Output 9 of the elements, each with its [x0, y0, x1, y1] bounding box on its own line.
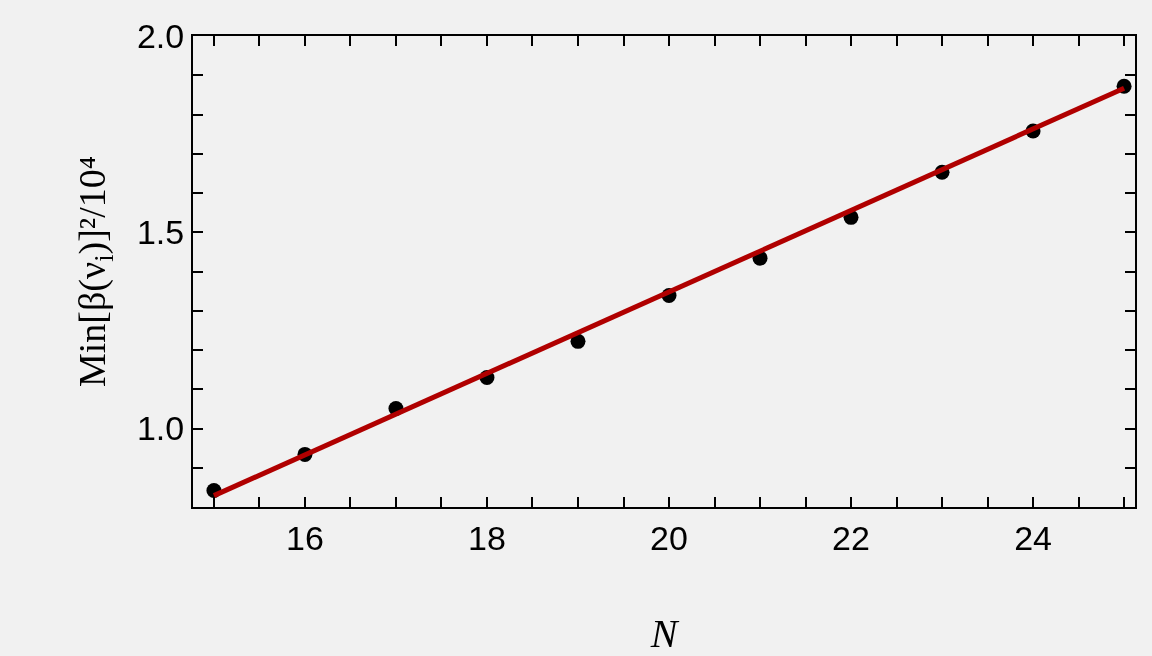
- x-tick-label: 16: [286, 518, 324, 557]
- x-axis-title: N: [649, 611, 680, 656]
- x-tick-label: 18: [468, 518, 506, 557]
- x-tick-label: 24: [1014, 518, 1052, 557]
- y-tick-label: 2.0: [136, 16, 185, 55]
- x-tick-label: 22: [832, 518, 870, 557]
- x-tick-label: 20: [650, 518, 688, 557]
- y-tick-label: 1.5: [136, 213, 185, 252]
- y-tick-label: 1.0: [136, 409, 185, 448]
